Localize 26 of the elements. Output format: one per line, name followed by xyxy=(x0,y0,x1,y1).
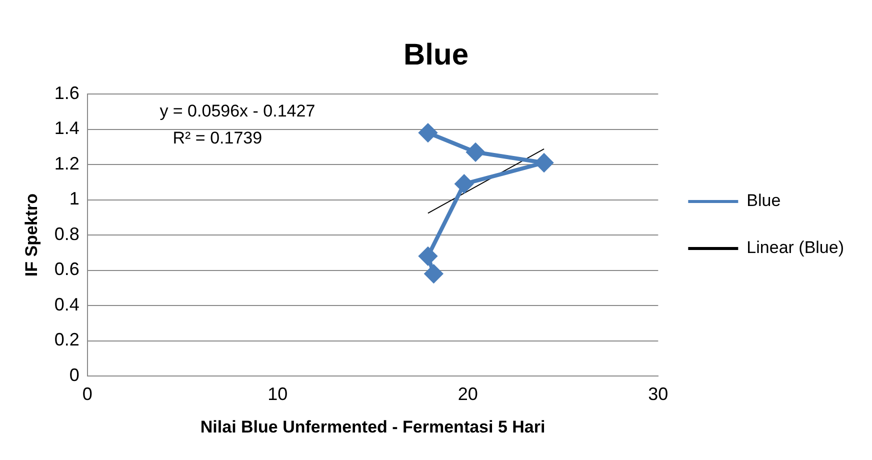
annotation: y = 0.0596x - 0.1427 xyxy=(160,102,316,121)
legend-label: Blue xyxy=(746,191,781,210)
y-tick-label: 0.6 xyxy=(54,259,80,280)
point xyxy=(466,143,485,162)
point xyxy=(455,174,474,193)
point xyxy=(535,154,554,172)
y-tick-label: 0.8 xyxy=(54,224,80,244)
x-tick-label: 20 xyxy=(458,384,478,404)
y-tick-label: 1.2 xyxy=(54,153,80,174)
x-tick-label: 30 xyxy=(648,384,668,404)
y-tick-label: 1.6 xyxy=(54,82,80,103)
chart-title: Blue xyxy=(403,38,469,72)
legend-label: Linear (Blue) xyxy=(746,238,844,258)
point xyxy=(418,124,437,142)
y-tick-label: 0.4 xyxy=(54,294,80,314)
y-axis-title: IF Spektro xyxy=(22,193,41,277)
point xyxy=(424,264,443,283)
x-tick-label: 0 xyxy=(82,384,92,404)
x-axis-title: Nilai Blue Unfermented - Fermentasi 5 Hari xyxy=(200,417,546,436)
y-tick-label: 0.2 xyxy=(54,330,80,350)
point xyxy=(418,247,437,266)
y-tick-label: 0 xyxy=(69,364,80,385)
y-tick-label: 1.4 xyxy=(54,118,80,138)
y-tick-label: 1 xyxy=(69,188,80,209)
annotation: R² = 0.1739 xyxy=(172,128,262,148)
x-tick-label: 10 xyxy=(268,384,288,404)
